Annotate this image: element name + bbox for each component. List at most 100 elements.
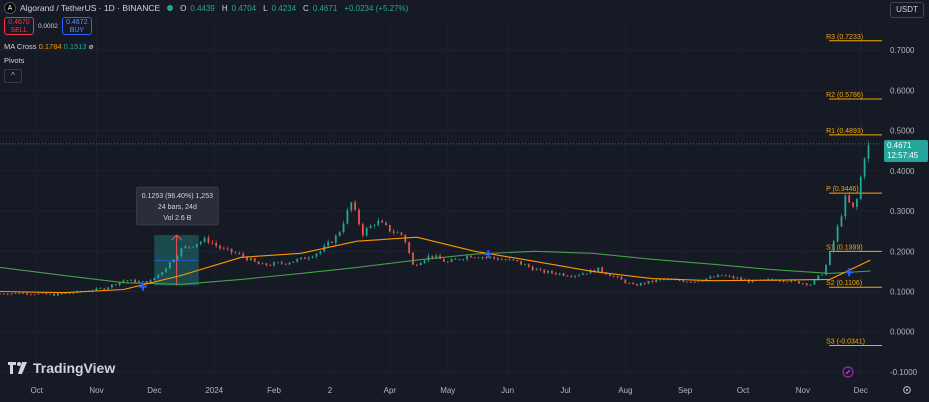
candle-body	[72, 292, 75, 294]
candle-body	[535, 269, 538, 271]
market-open-status-icon	[167, 5, 174, 11]
candle-body	[732, 276, 735, 279]
candle-body	[647, 280, 650, 284]
candle-body	[68, 293, 71, 294]
candle-body	[327, 241, 329, 246]
settings-gear-icon[interactable]	[902, 385, 912, 395]
candle-body	[477, 257, 480, 259]
candle-body	[809, 284, 812, 286]
candle-body	[215, 242, 218, 246]
candle-body	[628, 282, 631, 284]
x-tick-label: Dec	[854, 386, 868, 395]
candle-body	[574, 275, 577, 277]
candle-body	[257, 261, 260, 265]
sell-button[interactable]: 0.4670 SELL	[4, 17, 34, 35]
candle-body	[601, 267, 604, 273]
y-tick-label: 0.0000	[890, 328, 915, 337]
candle-body	[226, 248, 229, 250]
candle-body	[234, 252, 237, 254]
y-tick-label: 0.1000	[890, 288, 915, 297]
candle-body	[238, 253, 241, 255]
candle-body	[828, 251, 831, 266]
y-tick-label: 0.4000	[890, 167, 915, 176]
ohlc-change-value: +0.0234 (+5.27%)	[344, 3, 409, 13]
ma-cross-legend[interactable]: MA Cross 0.1784 0.1513 ø	[4, 42, 93, 51]
candle-body	[524, 264, 526, 266]
pivots-legend[interactable]: Pivots	[4, 56, 24, 65]
candle-body	[566, 275, 569, 277]
candle-body	[369, 225, 372, 229]
candle-body	[852, 202, 854, 207]
symbol-title[interactable]: Algorand / TetherUS · 1D · BINANCE	[20, 3, 161, 13]
x-tick-label: Feb	[267, 386, 281, 395]
candle-body	[813, 279, 816, 285]
hidden-eye-icon[interactable]: ø	[88, 42, 94, 51]
tradingview-watermark: TradingView	[8, 360, 115, 376]
candle-body	[798, 281, 800, 284]
candle-body	[747, 279, 750, 283]
buy-button[interactable]: 0.4672 BUY	[61, 17, 92, 35]
ma-slow-line	[0, 250, 871, 285]
candle-body	[381, 220, 384, 223]
collapse-legend-button[interactable]: ^	[4, 69, 22, 83]
candle-body	[551, 270, 553, 274]
candle-body	[141, 281, 144, 282]
candle-body	[365, 228, 368, 236]
candle-body	[277, 262, 279, 264]
candle-body	[396, 232, 399, 234]
candle-body	[512, 259, 515, 261]
candle-body	[22, 293, 25, 294]
candle-body	[709, 276, 712, 279]
currency-button[interactable]: USDT	[890, 2, 924, 18]
candle-body	[385, 222, 387, 225]
candle-body	[701, 280, 704, 282]
y-tick-label: -0.1000	[890, 368, 918, 377]
candle-body	[168, 262, 171, 269]
measure-arrow-head	[171, 234, 182, 241]
candle-body	[242, 253, 245, 257]
candle-body	[593, 269, 596, 273]
candle-body	[539, 269, 542, 270]
candle-body	[493, 256, 495, 259]
candle-body	[686, 281, 688, 283]
candle-body	[794, 280, 797, 282]
candle-body	[14, 292, 17, 294]
candle-body	[95, 288, 98, 291]
candle-body	[107, 287, 109, 290]
candle-body	[307, 257, 310, 259]
candle-body	[856, 199, 858, 207]
candle-body	[663, 279, 665, 281]
candle-body	[867, 145, 870, 159]
candle-body	[442, 259, 445, 262]
cross-markers	[138, 250, 854, 291]
moving-averages	[0, 236, 871, 294]
measure-info-text: 24 bars, 24d	[158, 204, 197, 211]
candle-body	[836, 226, 839, 242]
price-axis: 0.7000 0.6000 0.5000 0.4000 0.3000 0.2000 0.10…	[890, 46, 918, 377]
candle-body	[180, 248, 183, 257]
candle-body	[589, 269, 592, 274]
pivot-label: P (0.3446)	[826, 186, 859, 193]
candle-body	[111, 284, 113, 288]
candle-body	[280, 262, 283, 264]
candle-body	[130, 279, 133, 281]
candle-body	[639, 283, 642, 286]
candle-body	[612, 276, 615, 277]
candle-body	[49, 293, 52, 295]
candle-body	[558, 273, 561, 275]
measure-info-text: 0.1253 (96.40%) 1,253	[142, 193, 213, 200]
ohlc-low-value: 0.4234	[271, 3, 297, 13]
candle-body	[504, 259, 507, 261]
candle-body	[412, 252, 414, 265]
candle-body	[516, 260, 519, 262]
candle-body	[717, 274, 719, 278]
candle-body	[388, 224, 391, 232]
magic-wand-icon[interactable]	[842, 366, 854, 378]
y-tick-label: 0.7000	[890, 46, 915, 55]
candle-body	[26, 293, 28, 295]
candle-body	[767, 279, 770, 280]
candle-body	[273, 262, 275, 266]
x-tick-label: Nov	[796, 386, 810, 395]
candle-body	[184, 246, 187, 249]
